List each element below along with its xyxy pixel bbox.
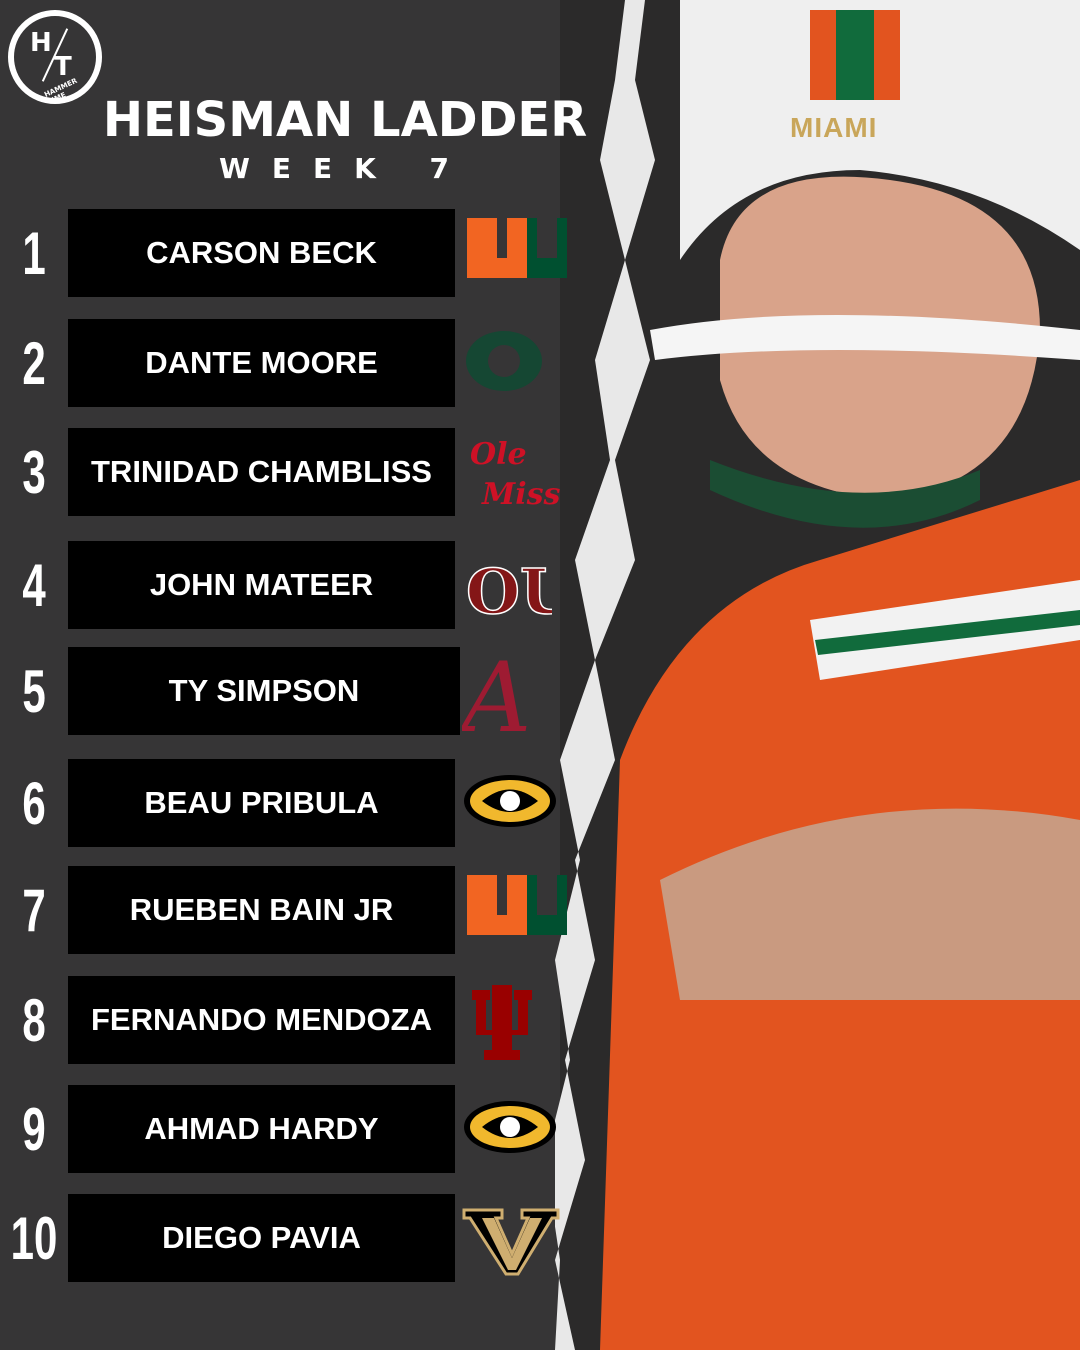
svg-text:A: A	[462, 651, 531, 741]
helmet-text: MIAMI	[790, 112, 878, 143]
rank-number: 1	[22, 220, 46, 287]
player-photo: MIAMI	[560, 0, 1080, 1350]
ladder-row: 7 RUEBEN BAIN JR	[0, 866, 600, 954]
player-name: CARSON BECK	[68, 209, 455, 297]
player-name: DIEGO PAVIA	[68, 1194, 455, 1282]
ladder-row: 9 AHMAD HARDY	[0, 1085, 600, 1173]
page-title: HEISMAN LADDER	[102, 92, 588, 148]
alabama-a-logo: A	[454, 642, 582, 754]
week-subtitle: WEEK 7	[218, 152, 472, 185]
rank-number: 2	[22, 330, 46, 397]
rank-number: 5	[22, 658, 46, 725]
missouri-tiger-logo	[462, 1089, 582, 1169]
rank-number: 6	[22, 770, 46, 837]
svg-text:Miss: Miss	[481, 477, 560, 512]
missouri-tiger-logo	[462, 763, 582, 843]
player-name: RUEBEN BAIN JR	[68, 866, 455, 954]
svg-text:OU: OU	[466, 555, 552, 628]
ole-miss-logo: Ole Miss	[462, 432, 582, 512]
player-name: TRINIDAD CHAMBLISS	[68, 428, 455, 516]
ladder-row: 3 TRINIDAD CHAMBLISS Ole Miss	[0, 428, 600, 516]
ladder-row: 6 BEAU PRIBULA	[0, 759, 600, 847]
svg-text:Ole: Ole	[470, 437, 527, 472]
ladder-row: 8 FERNANDO MENDOZA	[0, 976, 600, 1064]
vanderbilt-v-logo	[462, 1198, 582, 1278]
rank-number: 10	[10, 1205, 58, 1272]
ladder-row: 1 CARSON BECK	[0, 209, 600, 297]
miami-u-logo	[462, 213, 582, 293]
player-name: FERNANDO MENDOZA	[68, 976, 455, 1064]
rank-number: 8	[22, 987, 46, 1054]
torn-paper-edge	[555, 0, 655, 1350]
player-name: BEAU PRIBULA	[68, 759, 455, 847]
oklahoma-ou-logo: OU	[462, 545, 582, 629]
rank-number: 9	[22, 1096, 46, 1163]
ladder-row: 4 JOHN MATEER OU	[0, 541, 600, 629]
ladder-row: 5 TY SIMPSON A	[0, 642, 600, 754]
player-name: JOHN MATEER	[68, 541, 455, 629]
miami-u-logo	[462, 870, 582, 950]
rank-number: 4	[22, 552, 46, 619]
oregon-o-logo	[462, 323, 582, 403]
player-name: DANTE MOORE	[68, 319, 455, 407]
ladder-row: 10 DIEGO PAVIA	[0, 1194, 600, 1282]
player-name: AHMAD HARDY	[68, 1085, 455, 1173]
rank-number: 3	[22, 439, 46, 506]
player-name: TY SIMPSON	[68, 647, 460, 735]
ladder-row: 2 DANTE MOORE	[0, 319, 600, 407]
rank-number: 7	[22, 877, 46, 944]
indiana-iu-logo	[462, 980, 582, 1060]
